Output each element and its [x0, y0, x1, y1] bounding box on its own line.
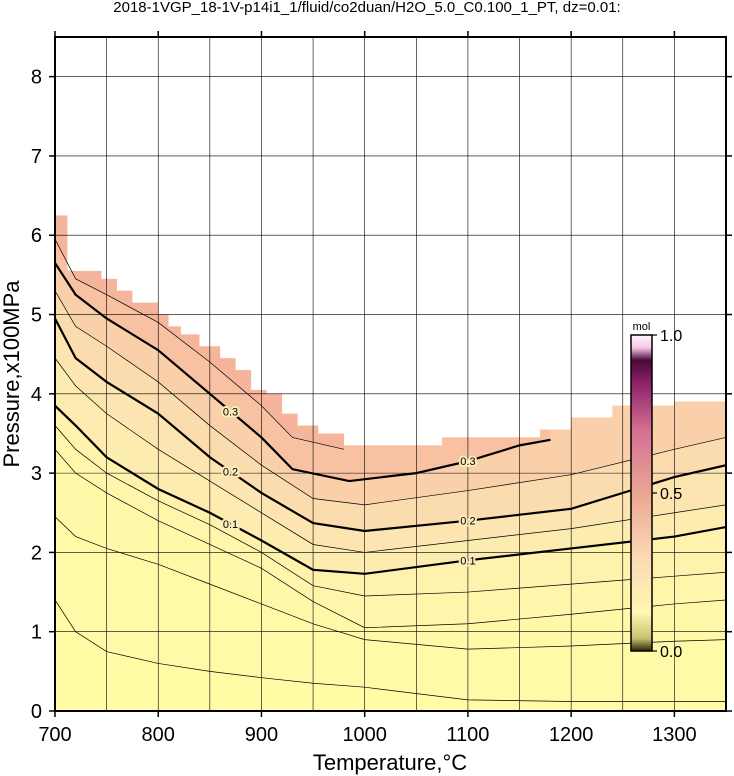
- plot-area: 0.3 0.2 0.1 0.3 0.2 0.1: [55, 37, 726, 711]
- colorbar: [630, 334, 653, 652]
- contour-label: 0.2: [460, 516, 475, 528]
- colorbar-tick-label: 0.0: [660, 644, 682, 661]
- contour-fill: [55, 215, 726, 711]
- contour-label: 0.3: [460, 456, 475, 468]
- y-axis-label: Pressure,x100MPa: [0, 280, 24, 468]
- y-tick-label: 1: [31, 622, 42, 644]
- x-tick-label: 1100: [446, 724, 489, 746]
- contour-line: [55, 357, 726, 553]
- y-tick-label: 8: [31, 67, 42, 89]
- contour-line: [55, 516, 726, 650]
- contour-line: [55, 290, 726, 506]
- colorbar-tick-label: 1.0: [660, 328, 682, 345]
- chart-title: 2018-1VGP_18-1V-p14i1_1/fluid/co2duan/H2…: [113, 0, 620, 16]
- contour-label: 0.1: [460, 555, 475, 567]
- y-tick-label: 4: [31, 384, 42, 406]
- contour-line: [55, 317, 726, 533]
- contour-line: [55, 449, 726, 629]
- colorbar-title: mol: [633, 321, 651, 333]
- x-axis-label: Temperature,°C: [313, 750, 467, 775]
- field-fills: [55, 215, 726, 711]
- y-tick-label: 7: [31, 146, 42, 168]
- contour-line: [55, 425, 726, 597]
- plot-frame: [54, 36, 727, 712]
- x-tick-label: 800: [142, 724, 175, 746]
- y-tick-label: 2: [31, 542, 42, 564]
- y-tick-label: 5: [31, 305, 42, 327]
- colorbar-tick-label: 0.5: [660, 486, 682, 503]
- y-tick-label: 3: [31, 463, 42, 485]
- contour-line: [55, 599, 726, 702]
- x-tick-label: 1200: [549, 724, 594, 746]
- contour-label: 0.1: [223, 519, 238, 531]
- contour-label: 0.3: [223, 406, 238, 418]
- x-tick-label: 1300: [652, 724, 697, 746]
- y-tick-label: 6: [31, 225, 42, 247]
- contour-line: [55, 239, 345, 450]
- y-tick-label: 0: [31, 701, 42, 723]
- x-tick-label: 1000: [342, 724, 387, 746]
- contour-label: 0.2: [223, 467, 238, 479]
- contour-line: [55, 262, 551, 483]
- x-tick-label: 900: [245, 724, 278, 746]
- x-tick-label: 700: [38, 724, 71, 746]
- contour-fill: [55, 215, 726, 711]
- contour-line: [55, 404, 726, 575]
